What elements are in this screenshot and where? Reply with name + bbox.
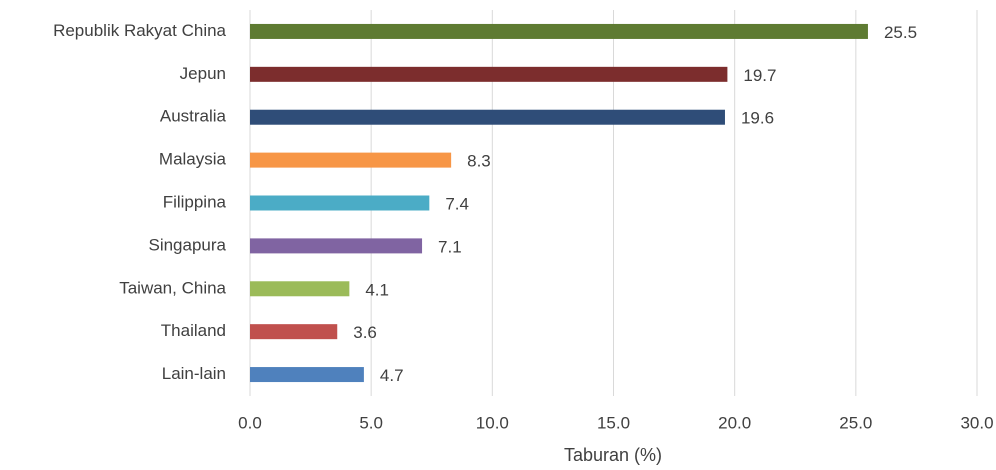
x-tick-label: 0.0 — [238, 413, 262, 432]
bar — [250, 367, 364, 383]
bar — [250, 152, 452, 168]
y-tick-label: Republik Rakyat China — [53, 21, 226, 40]
bar — [250, 324, 338, 340]
bar — [250, 195, 430, 211]
x-tick-label: 15.0 — [597, 413, 630, 432]
data-label: 8.3 — [467, 152, 491, 171]
y-tick-label: Singapura — [148, 235, 226, 254]
bar — [250, 109, 725, 125]
bar — [250, 66, 728, 82]
y-tick-label: Thailand — [161, 321, 226, 340]
y-tick-label: Taiwan, China — [119, 278, 226, 297]
y-tick-label: Jepun — [180, 64, 226, 83]
y-tick-label: Filippina — [163, 192, 227, 211]
bar — [250, 23, 868, 39]
data-label: 4.1 — [365, 280, 389, 299]
data-label: 19.6 — [741, 109, 774, 128]
y-tick-label: Malaysia — [159, 150, 227, 169]
data-label: 3.6 — [353, 323, 377, 342]
y-tick-label: Lain-lain — [162, 364, 226, 383]
data-label: 4.7 — [380, 366, 404, 385]
bar — [250, 281, 350, 297]
x-tick-label: 25.0 — [839, 413, 872, 432]
x-tick-label: 30.0 — [960, 413, 993, 432]
data-label: 7.1 — [438, 237, 462, 256]
bar — [250, 238, 423, 254]
data-label: 19.7 — [743, 66, 776, 85]
y-tick-label: Australia — [160, 107, 227, 126]
x-tick-label: 10.0 — [476, 413, 509, 432]
data-label: 25.5 — [884, 23, 917, 42]
x-tick-label: 20.0 — [718, 413, 751, 432]
x-tick-label: 5.0 — [359, 413, 383, 432]
x-axis-title: Taburan (%) — [564, 445, 662, 465]
data-label: 7.4 — [445, 194, 469, 213]
